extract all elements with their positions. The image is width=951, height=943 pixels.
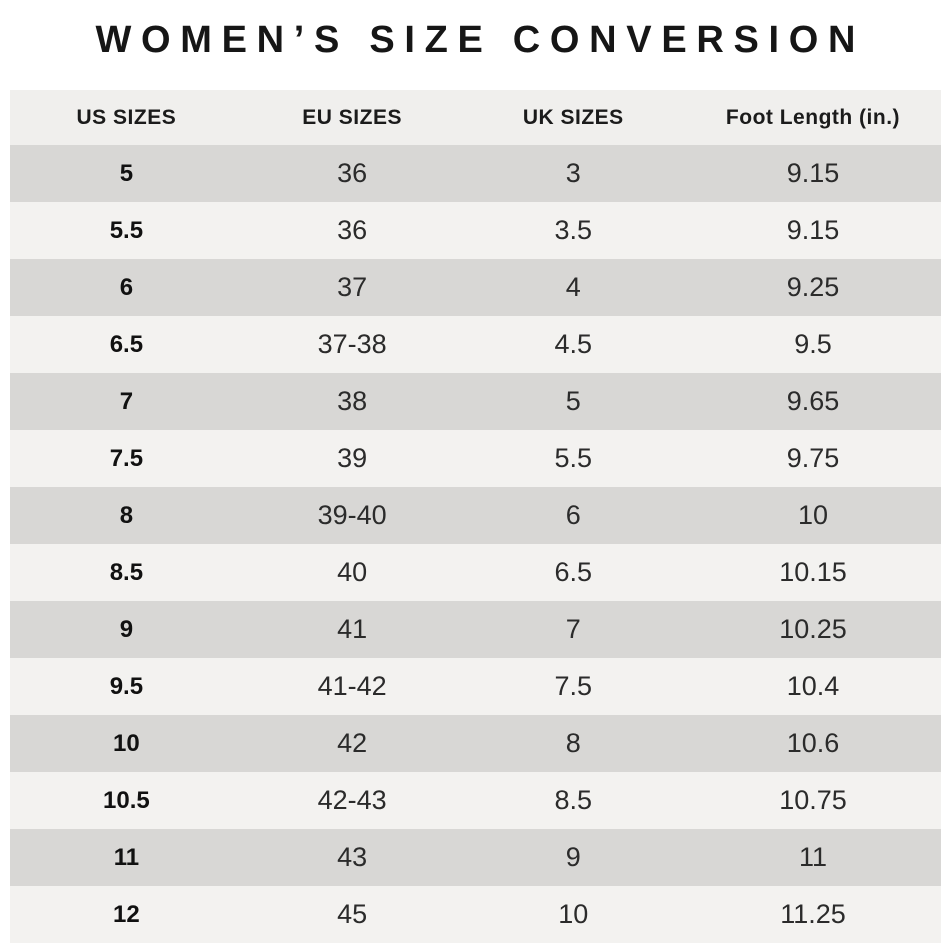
uk-size-cell: 7.5 [461, 658, 685, 715]
table-row: 10.5 42-43 8.5 10.75 [10, 772, 941, 829]
foot-length-cell: 11 [684, 829, 941, 886]
foot-length-cell: 9.65 [684, 373, 941, 430]
foot-length-cell: 9.15 [684, 145, 941, 202]
eu-size-cell: 43 [242, 829, 462, 886]
table-row: 10 42 8 10.6 [10, 715, 941, 772]
header-row: US SIZES EU SIZES UK SIZES Foot Length (… [10, 90, 941, 145]
uk-size-cell: 3.5 [461, 202, 685, 259]
us-size-cell: 7 [10, 373, 243, 430]
us-size-cell: 9.5 [10, 658, 243, 715]
eu-size-cell: 38 [242, 373, 462, 430]
eu-size-cell: 39-40 [242, 487, 462, 544]
table-row: 6 37 4 9.25 [10, 259, 941, 316]
uk-size-cell: 6.5 [461, 544, 685, 601]
us-size-cell: 12 [10, 886, 243, 943]
eu-size-cell: 45 [242, 886, 462, 943]
us-size-cell: 7.5 [10, 430, 243, 487]
foot-length-cell: 9.75 [684, 430, 941, 487]
uk-size-cell: 3 [461, 145, 685, 202]
uk-size-cell: 9 [461, 829, 685, 886]
table-row: 6.5 37-38 4.5 9.5 [10, 316, 941, 373]
eu-size-cell: 36 [242, 202, 462, 259]
table-row: 5 36 3 9.15 [10, 145, 941, 202]
foot-length-cell: 9.15 [684, 202, 941, 259]
uk-size-cell: 7 [461, 601, 685, 658]
eu-size-cell: 37 [242, 259, 462, 316]
table-row: 7.5 39 5.5 9.75 [10, 430, 941, 487]
us-size-cell: 8 [10, 487, 243, 544]
uk-size-cell: 10 [461, 886, 685, 943]
eu-size-cell: 37-38 [242, 316, 462, 373]
eu-size-cell: 40 [242, 544, 462, 601]
page-title: WOMEN’S SIZE CONVERSION [95, 19, 866, 61]
us-size-cell: 11 [10, 829, 243, 886]
foot-length-cell: 10.75 [684, 772, 941, 829]
eu-size-cell: 39 [242, 430, 462, 487]
us-size-cell: 5.5 [10, 202, 243, 259]
table-row: 5.5 36 3.5 9.15 [10, 202, 941, 259]
size-conversion-table: US SIZES EU SIZES UK SIZES Foot Length (… [10, 90, 941, 943]
uk-size-cell: 5.5 [461, 430, 685, 487]
foot-length-cell: 10 [684, 487, 941, 544]
foot-length-cell: 9.5 [684, 316, 941, 373]
eu-size-cell: 36 [242, 145, 462, 202]
foot-length-cell: 10.4 [684, 658, 941, 715]
uk-size-cell: 4 [461, 259, 685, 316]
header-cell-uk-sizes: UK SIZES [461, 90, 685, 145]
table-row: 12 45 10 11.25 [10, 886, 941, 943]
header-cell-us-sizes: US SIZES [10, 90, 243, 145]
header-cell-foot-length: Foot Length (in.) [684, 90, 941, 145]
us-size-cell: 6 [10, 259, 243, 316]
uk-size-cell: 8 [461, 715, 685, 772]
foot-length-cell: 10.15 [684, 544, 941, 601]
foot-length-cell: 11.25 [684, 886, 941, 943]
eu-size-cell: 41 [242, 601, 462, 658]
table-row: 8.5 40 6.5 10.15 [10, 544, 941, 601]
uk-size-cell: 4.5 [461, 316, 685, 373]
us-size-cell: 6.5 [10, 316, 243, 373]
eu-size-cell: 42 [242, 715, 462, 772]
table-header: US SIZES EU SIZES UK SIZES Foot Length (… [10, 90, 941, 145]
table-row: 7 38 5 9.65 [10, 373, 941, 430]
foot-length-cell: 10.25 [684, 601, 941, 658]
eu-size-cell: 41-42 [242, 658, 462, 715]
foot-length-cell: 10.6 [684, 715, 941, 772]
size-table-body: 5 36 3 9.15 5.5 36 3.5 9.15 6 37 4 9.25 6.5 37-38 4.5 9… [10, 145, 941, 943]
uk-size-cell: 6 [461, 487, 685, 544]
us-size-cell: 8.5 [10, 544, 243, 601]
table-row: 9.5 41-42 7.5 10.4 [10, 658, 941, 715]
eu-size-cell: 42-43 [242, 772, 462, 829]
uk-size-cell: 8.5 [461, 772, 685, 829]
us-size-cell: 10 [10, 715, 243, 772]
us-size-cell: 10.5 [10, 772, 243, 829]
foot-length-cell: 9.25 [684, 259, 941, 316]
table-row: 9 41 7 10.25 [10, 601, 941, 658]
uk-size-cell: 5 [461, 373, 685, 430]
us-size-cell: 5 [10, 145, 243, 202]
header-cell-eu-sizes: EU SIZES [242, 90, 462, 145]
table-row: 11 43 9 11 [10, 829, 941, 886]
table-row: 8 39-40 6 10 [10, 487, 941, 544]
us-size-cell: 9 [10, 601, 243, 658]
